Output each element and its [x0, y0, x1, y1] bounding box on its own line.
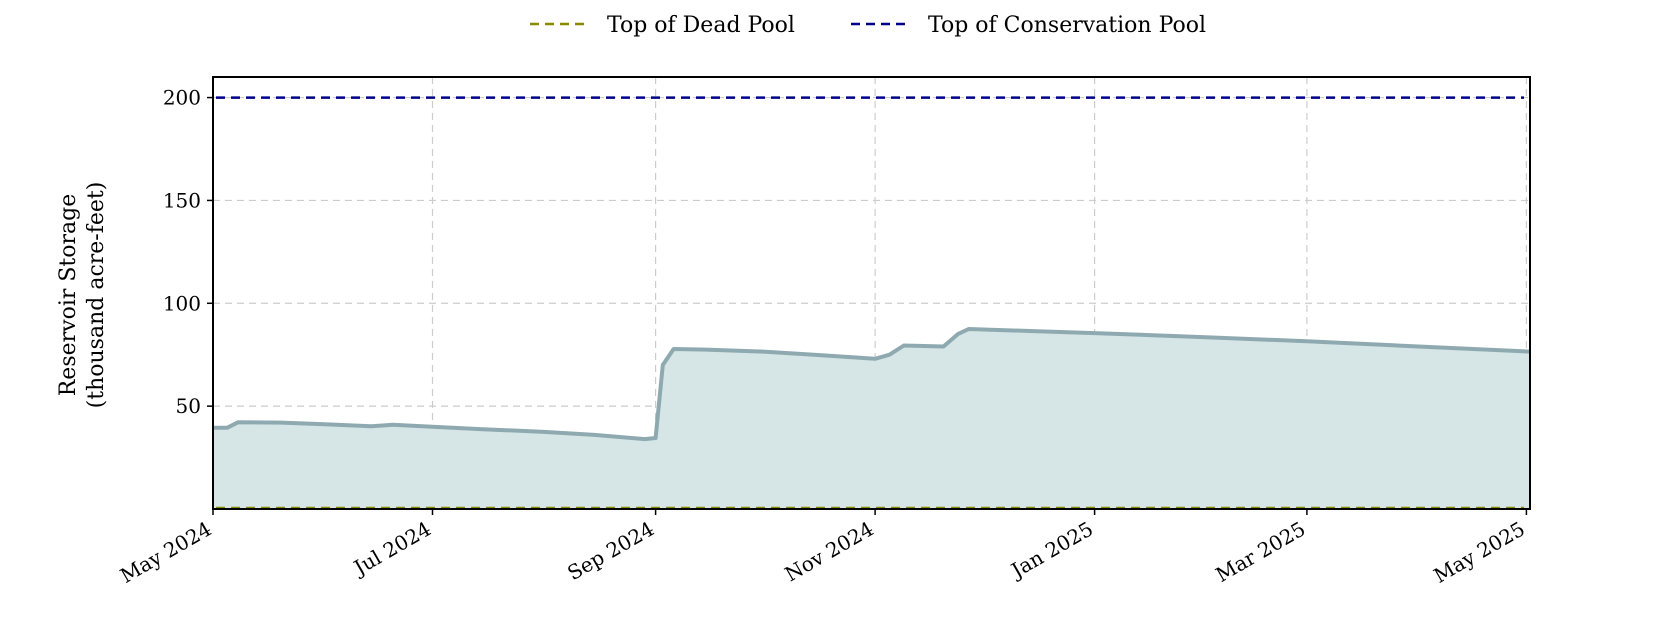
y-tick-label: 200: [163, 86, 201, 110]
y-axis-label-line2: (thousand acre-feet): [84, 182, 109, 409]
y-ticks: 50 100 150 200: [163, 86, 213, 418]
storage-line: [213, 327, 1531, 442]
legend: Top of Dead Pool Top of Conservation Poo…: [530, 13, 1206, 38]
x-tick-label: Mar 2025: [1211, 517, 1309, 587]
legend-label-dead-pool: Top of Dead Pool: [607, 13, 795, 38]
plot-area: [213, 327, 1531, 509]
y-tick-label: 100: [163, 291, 201, 315]
x-tick-label: May 2025: [1429, 517, 1528, 588]
plot-frame: [212, 76, 1531, 510]
legend-label-conservation-pool: Top of Conservation Pool: [928, 13, 1206, 38]
x-tick-label: Nov 2024: [781, 517, 878, 587]
y-axis-label: Reservoir Storage (thousand acre-feet): [56, 182, 109, 409]
x-tick-label: Jan 2025: [1005, 517, 1097, 584]
y-tick-label: 150: [163, 188, 201, 212]
x-ticks: May 2024 Jul 2024 Sep 2024 Nov 2024 Jan 2025…: [116, 509, 1529, 588]
x-tick-label: May 2024: [116, 517, 215, 588]
x-tick-label: Jul 2024: [348, 517, 435, 581]
x-tick-label: Sep 2024: [563, 517, 658, 586]
storage-area-fill: [213, 329, 1530, 509]
y-axis-label-line1: Reservoir Storage: [56, 194, 81, 397]
y-tick-label: 50: [176, 394, 201, 418]
